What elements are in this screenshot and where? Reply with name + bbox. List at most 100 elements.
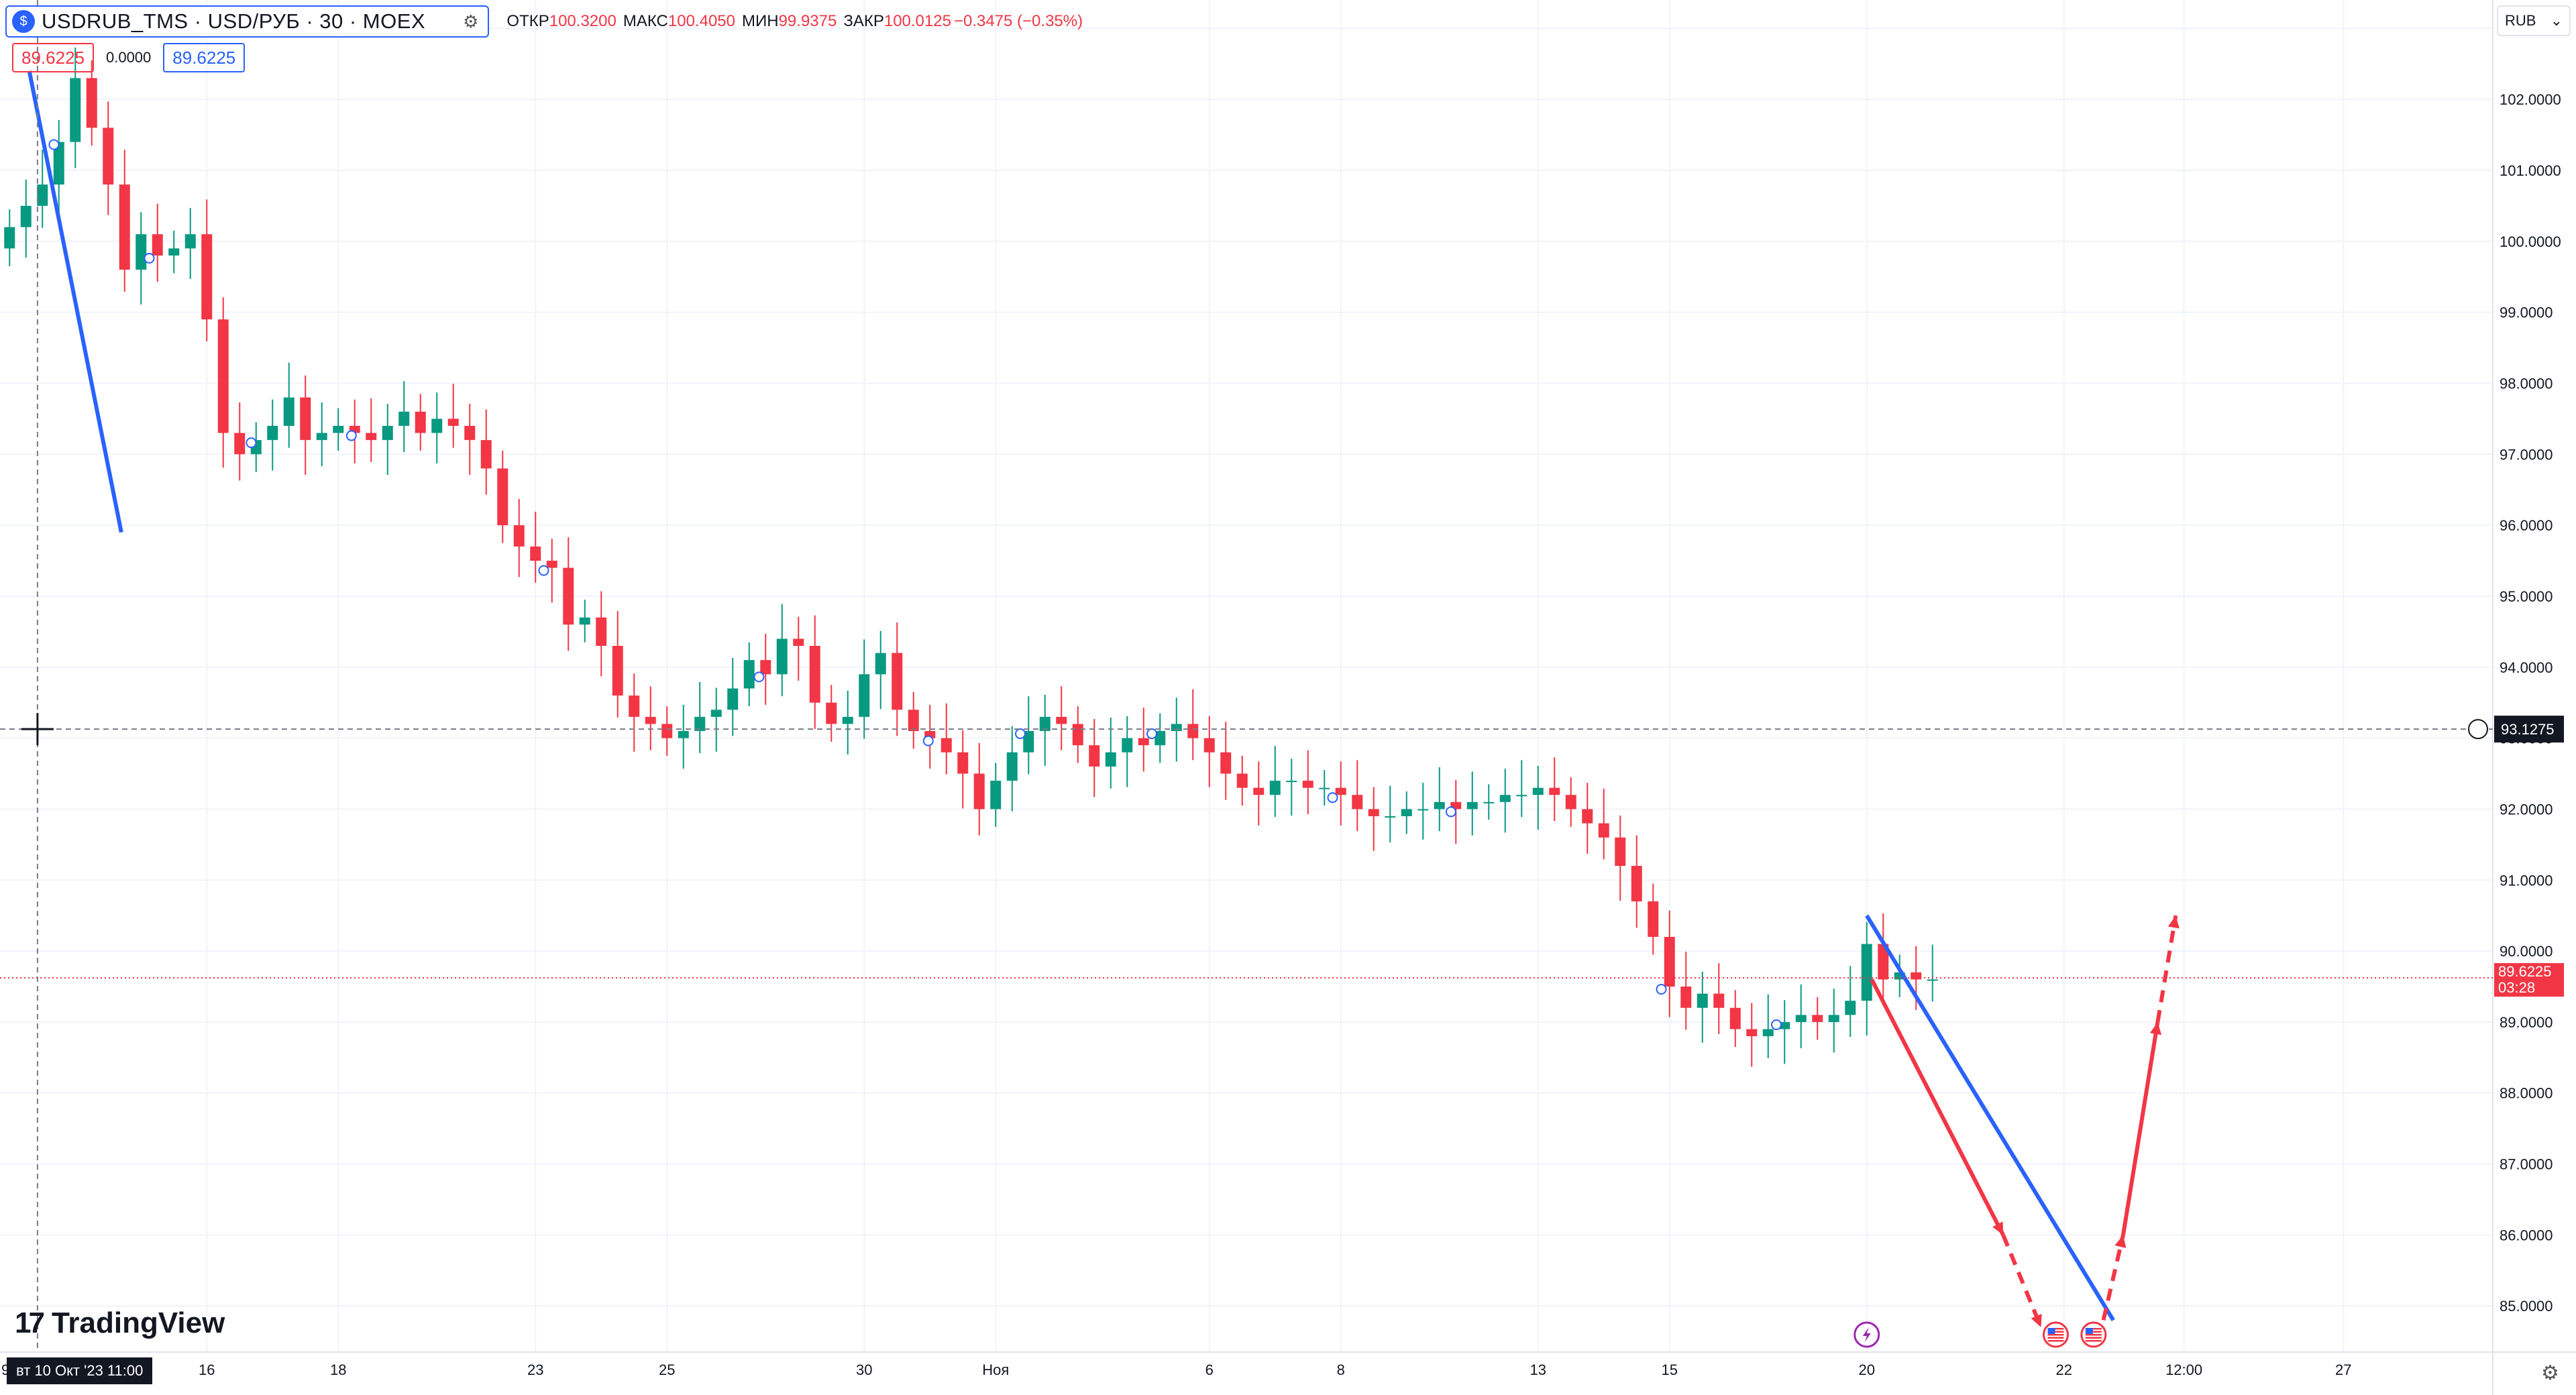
candle (1582, 783, 1593, 854)
candle-body (70, 78, 81, 142)
y-tick-label: 89.0000 (2500, 1014, 2553, 1031)
candle-body (513, 525, 525, 547)
dividend-marker[interactable] (345, 430, 357, 441)
candle (119, 150, 130, 292)
candle-body (415, 411, 426, 433)
dividend-marker[interactable] (538, 565, 549, 576)
symbol-selector[interactable]: $ USDRUB_TMS · USD/РУБ · 30 · MOEX ⚙ (5, 5, 490, 38)
candle-body (875, 653, 886, 675)
x-tick-label: 22 (2056, 1361, 2072, 1378)
candle-body (1598, 823, 1609, 838)
dividend-marker[interactable] (1656, 983, 1667, 995)
currency-selector[interactable]: RUB ⌄ (2497, 5, 2571, 36)
candle (563, 537, 574, 651)
candle (1138, 708, 1149, 772)
candle-body (1795, 1015, 1807, 1022)
dividend-marker[interactable] (1445, 806, 1456, 818)
candle-body (859, 674, 870, 717)
candle-body (1878, 944, 1889, 980)
candle-body (1401, 809, 1412, 817)
candle-body (1499, 795, 1511, 802)
arrow-segment[interactable] (2101, 1234, 2125, 1321)
candle (1089, 719, 1100, 797)
dividend-marker[interactable] (48, 139, 60, 150)
candle (859, 639, 870, 739)
arrow-segment[interactable] (1870, 979, 2005, 1236)
last-price-badge (2494, 963, 2564, 997)
arrow-segment[interactable] (2001, 1234, 2043, 1329)
candle-body (1911, 972, 1922, 980)
trend-line[interactable] (1865, 914, 2115, 1321)
dividend-marker[interactable] (246, 437, 257, 449)
arrow-head (2167, 915, 2180, 929)
candle (661, 706, 673, 757)
candle (1203, 716, 1215, 787)
candle-body (119, 184, 130, 270)
dividend-marker[interactable] (753, 671, 765, 683)
candle-body (37, 184, 48, 206)
us-flag-icon[interactable] (2080, 1321, 2107, 1348)
candle (1023, 696, 1034, 775)
candle-body (1845, 1001, 1856, 1015)
sell-price-button[interactable]: 89.6225 (12, 43, 94, 72)
flag-stripe (2047, 1331, 2064, 1333)
candle (234, 402, 246, 481)
candle-body (1713, 993, 1725, 1008)
candle (1434, 767, 1445, 832)
x-tick-label: 16 (199, 1361, 215, 1378)
candle (727, 658, 739, 736)
dividend-marker[interactable] (1146, 728, 1157, 740)
dividend-marker[interactable] (1327, 792, 1338, 803)
add-alert-icon[interactable] (2468, 719, 2488, 740)
candle-body (20, 205, 32, 227)
buy-price-button[interactable]: 89.6225 (163, 43, 246, 72)
candle (1253, 761, 1265, 826)
arrow-head (2031, 1313, 2042, 1327)
candle (217, 297, 229, 468)
candle (1812, 997, 1823, 1040)
flag-stripe (2047, 1328, 2064, 1330)
candle-body (1335, 787, 1346, 795)
y-tick-label: 94.0000 (2500, 659, 2553, 676)
flag-stripe (2085, 1337, 2102, 1339)
dividend-marker[interactable] (144, 252, 155, 264)
dividend-marker[interactable] (1015, 728, 1026, 740)
candlestick-series (4, 47, 1938, 1067)
candle (333, 408, 344, 451)
candle (1828, 989, 1839, 1053)
candle-body (710, 710, 722, 717)
candle (1105, 717, 1116, 789)
candle (382, 404, 393, 475)
candle-body (1056, 716, 1067, 724)
arrow-segment[interactable] (2155, 915, 2178, 1023)
candle-body (1664, 936, 1675, 987)
candle (201, 199, 213, 342)
candle-body (1927, 979, 1938, 981)
settings-icon[interactable]: ⚙ (463, 11, 479, 32)
candle (431, 392, 443, 464)
arrow-segment[interactable] (2121, 1021, 2160, 1235)
dividend-marker[interactable] (1771, 1019, 1782, 1030)
candle-body (743, 660, 755, 689)
lightning-glyph (1862, 1327, 1871, 1342)
candle-body (168, 248, 180, 256)
candle-body (1319, 787, 1330, 789)
candle-body (1466, 801, 1478, 810)
candle-body (103, 127, 114, 185)
dividend-marker[interactable] (922, 735, 934, 746)
x-tick-label: 6 (1205, 1361, 1214, 1378)
candle-body (727, 688, 739, 710)
candle (678, 704, 689, 769)
trend-line[interactable] (27, 70, 123, 533)
candle (1006, 726, 1018, 812)
chart-settings-icon[interactable]: ⚙ (2541, 1362, 2559, 1384)
candle (1516, 760, 1527, 818)
y-tick-label: 85.0000 (2500, 1298, 2553, 1315)
candle-body (596, 617, 607, 647)
candle (1631, 835, 1642, 928)
y-tick-label: 100.0000 (2500, 233, 2561, 250)
us-flag-icon[interactable] (2043, 1321, 2069, 1348)
candle (710, 687, 722, 752)
chart-grid (0, 0, 2493, 1352)
